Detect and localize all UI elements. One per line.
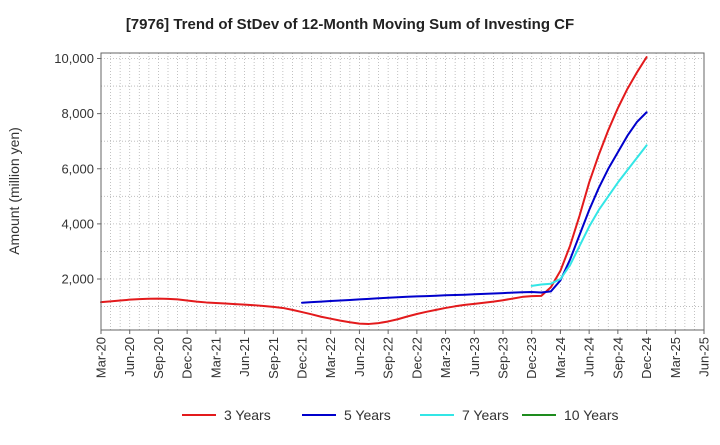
legend: 3 Years 5 Years 7 Years 10 Years [182, 407, 619, 423]
legend-label-10-years: 10 Years [564, 407, 619, 423]
x-tick-label: Sep-20 [151, 337, 166, 379]
legend-label-7-years: 7 Years [462, 407, 509, 423]
y-tick-label: 10,000 [54, 51, 94, 66]
series-line-7-years [530, 144, 648, 287]
x-tick-label: Mar-20 [94, 337, 109, 378]
x-tick-label: Sep-23 [496, 337, 511, 379]
x-tick-label: Jun-21 [237, 337, 252, 377]
x-tick-label: Jun-20 [122, 337, 137, 377]
x-tick-label: Sep-22 [381, 337, 396, 379]
x-tick-label: Mar-21 [208, 337, 223, 378]
x-tick-label: Mar-22 [323, 337, 338, 378]
x-tick-label: Jun-24 [582, 337, 597, 377]
y-tick-layer: 2,000 4,000 6,000 8,000 10,000 [54, 51, 101, 287]
x-tick-label: Dec-20 [180, 337, 195, 379]
y-tick-label: 8,000 [61, 106, 94, 121]
y-tick-label: 4,000 [61, 216, 94, 231]
x-tick-label: Mar-24 [553, 337, 568, 378]
x-tick-label: Dec-22 [409, 337, 424, 379]
x-tick-label: Mar-23 [438, 337, 453, 378]
x-tick-label: Jun-23 [467, 337, 482, 377]
plot-frame [100, 52, 705, 331]
y-tick-label: 6,000 [61, 161, 94, 176]
chart-title: [7976] Trend of StDev of 12-Month Moving… [126, 16, 574, 33]
x-tick-label: Jun-25 [697, 337, 712, 377]
x-tick-label: Dec-23 [524, 337, 539, 379]
x-tick-layer: Mar-20 Jun-20 Sep-20 Dec-20 Mar-21 Jun-21 Sep-… [94, 330, 712, 379]
x-tick-label: Jun-22 [352, 337, 367, 377]
series-line-3-years [100, 56, 648, 325]
x-tick-label: Sep-21 [266, 337, 281, 379]
legend-label-5-years: 5 Years [344, 407, 391, 423]
x-tick-label: Sep-24 [610, 337, 625, 379]
series-line-5-years [301, 111, 648, 304]
x-tick-label: Mar-25 [668, 337, 683, 378]
series-layer [100, 56, 648, 325]
x-tick-label: Dec-21 [295, 337, 310, 379]
y-axis-label: Amount (million yen) [6, 127, 22, 255]
legend-label-3-years: 3 Years [224, 407, 271, 423]
grid-layer [101, 53, 704, 330]
y-tick-label: 2,000 [61, 272, 94, 287]
x-tick-label: Dec-24 [639, 337, 654, 379]
